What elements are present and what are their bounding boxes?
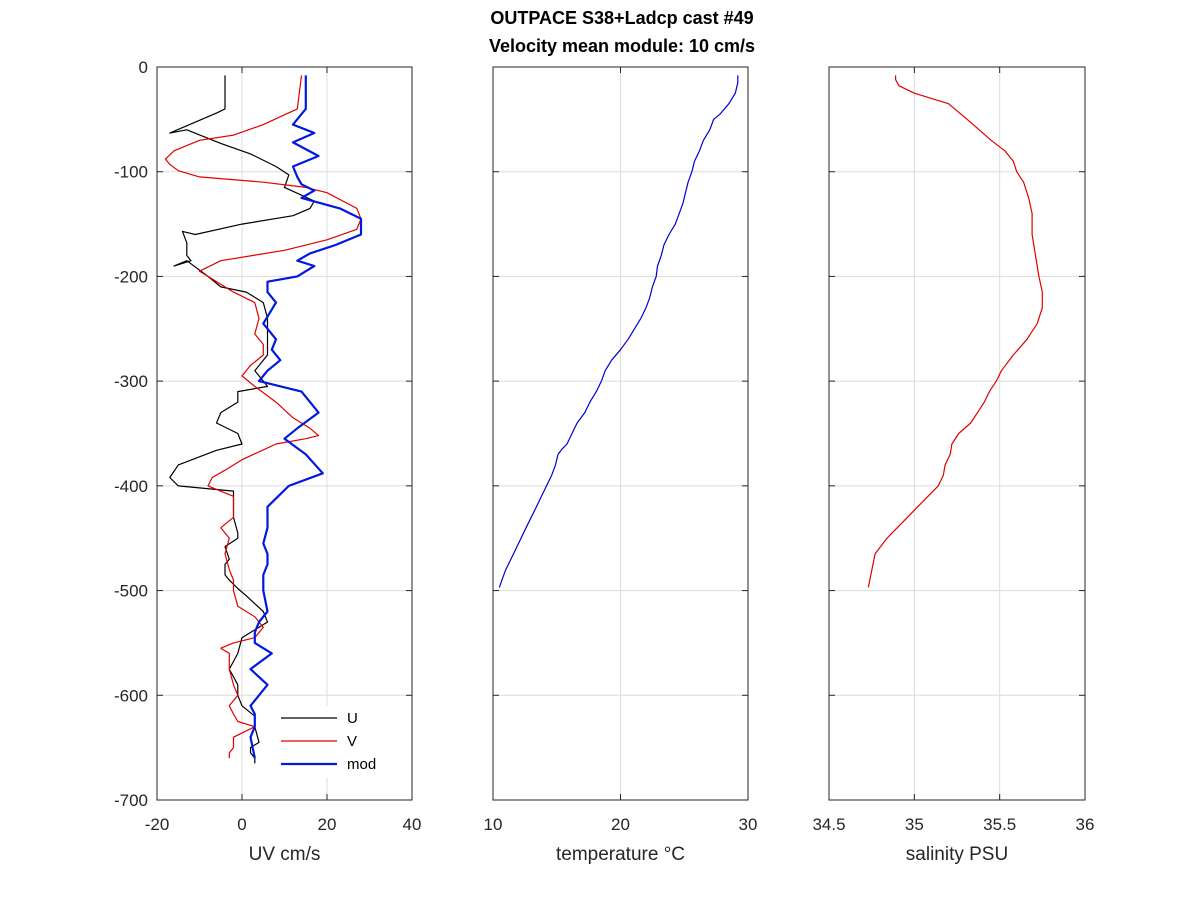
uv-series-mod-line: [249, 75, 363, 759]
uv-ytick-label: 0: [139, 58, 148, 77]
temperature-panel: 10 20 30 temperature °C: [484, 66, 758, 865]
uv-xtick-label: 20: [318, 815, 337, 834]
uv-ytick-label: -400: [114, 477, 148, 496]
temperature-profile-line: [498, 75, 739, 588]
legend-box: [275, 706, 397, 778]
uv-xaxis-label: UV cm/s: [249, 844, 321, 865]
uv-ytick-label: -300: [114, 372, 148, 391]
title-line-2: Velocity mean module: 10 cm/s: [489, 36, 755, 56]
salinity-xtick-label: 36: [1076, 815, 1095, 834]
temperature-xtick-label: 20: [611, 815, 630, 834]
temperature-xtick-label: 10: [484, 815, 503, 834]
uv-xtick-label: 0: [237, 815, 246, 834]
uv-ytick-label: -600: [114, 686, 148, 705]
legend-label-mod: mod: [347, 756, 376, 773]
salinity-xtick-label: 35.5: [983, 815, 1016, 834]
temperature-xtick-label: 30: [739, 815, 758, 834]
uv-ytick-label: -200: [114, 267, 148, 286]
salinity-xaxis-label: salinity PSU: [906, 844, 1008, 865]
salinity-axes-box: [828, 66, 1086, 801]
uv-velocity-panel: -20 0 20 400-100-200-300-400-500-600-700UV …: [114, 58, 421, 865]
uv-plot-area: [157, 67, 412, 800]
uv-ytick-label: -500: [114, 582, 148, 601]
salinity-panel: 34.5 35 35.5 36 salinity PSU: [812, 66, 1095, 865]
salinity-plot-area: [829, 67, 1085, 800]
salinity-profile-line: [867, 75, 1043, 588]
uv-axes-box: [156, 66, 413, 801]
uv-ytick-label: -700: [114, 791, 148, 810]
salinity-xtick-label: 35: [905, 815, 924, 834]
title-line-1: OUTPACE S38+Ladcp cast #49: [490, 8, 753, 28]
salinity-xtick-label: 34.5: [812, 815, 845, 834]
temperature-xaxis-label: temperature °C: [556, 844, 685, 865]
uv-xtick-label: 40: [403, 815, 422, 834]
legend-label-v: V: [347, 733, 357, 750]
legend-label-u: U: [347, 710, 358, 727]
uv-ytick-label: -100: [114, 163, 148, 182]
uv-xtick-label: -20: [145, 815, 170, 834]
